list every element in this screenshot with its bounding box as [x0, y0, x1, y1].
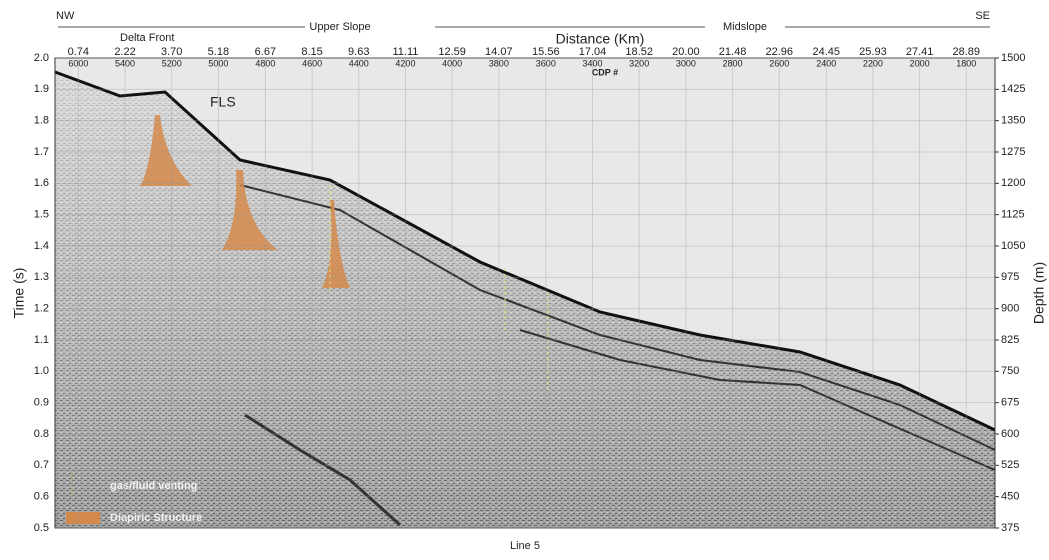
cdp-label: 3200 — [629, 58, 649, 68]
header-right: SE — [975, 10, 990, 22]
chart: NW Upper Slope Distance (Km) Midslope SE… — [0, 0, 1049, 560]
x-tick-label: 9.63 — [348, 46, 369, 58]
y2-tick-label: 1275 — [1001, 146, 1025, 158]
cdp-label: 5000 — [208, 58, 228, 68]
cdp-label: 5200 — [162, 58, 182, 68]
cdp-label: 3800 — [489, 58, 509, 68]
header-left: NW — [56, 10, 75, 22]
y-tick-label: 2.0 — [34, 52, 49, 64]
x-tick-label: 11.11 — [392, 46, 418, 58]
x-axis-title: Distance (Km) — [556, 31, 645, 47]
annotation: CDP # — [592, 67, 618, 77]
cdp-label: 3400 — [582, 58, 602, 68]
cdp-label: 6000 — [68, 58, 88, 68]
cdp-label: 4400 — [349, 58, 369, 68]
y2-tick-label: 900 — [1001, 303, 1019, 315]
y-tick-label: 1.7 — [34, 146, 49, 158]
legend-diapir — [66, 512, 100, 524]
y2-tick-label: 1125 — [1001, 209, 1025, 221]
annotation: Delta Front — [120, 32, 174, 44]
y-axis-title: Time (s) — [11, 268, 27, 319]
cdp-label: 2800 — [723, 58, 743, 68]
x-tick-label: 20.00 — [672, 46, 700, 58]
y2-axis-title: Depth (m) — [1031, 262, 1047, 324]
y-tick-label: 0.8 — [34, 428, 49, 440]
x-tick-label: 5.18 — [208, 46, 229, 58]
y-tick-label: 0.9 — [34, 397, 49, 409]
cdp-label: 2600 — [769, 58, 789, 68]
cdp-label: 5400 — [115, 58, 135, 68]
legend-label: Diapiric Structure — [110, 512, 202, 524]
x-tick-label: 24.45 — [812, 46, 840, 58]
y-tick-label: 1.5 — [34, 209, 49, 221]
cdp-label: 1800 — [956, 58, 976, 68]
x-tick-label: 25.93 — [859, 46, 887, 58]
x-tick-label: 12.59 — [438, 46, 466, 58]
y-tick-label: 1.4 — [34, 240, 49, 252]
y2-tick-label: 675 — [1001, 397, 1019, 409]
cdp-label: 4000 — [442, 58, 462, 68]
cdp-label: 4800 — [255, 58, 275, 68]
y2-tick-label: 1350 — [1001, 115, 1025, 127]
y-tick-label: 1.9 — [34, 83, 49, 95]
seismic-image — [55, 58, 995, 528]
y-tick-label: 1.8 — [34, 115, 49, 127]
header-midslope: Midslope — [723, 21, 767, 33]
y-tick-label: 1.0 — [34, 365, 49, 377]
y2-tick-label: 525 — [1001, 459, 1019, 471]
y-tick-label: 0.5 — [34, 522, 49, 534]
y2-tick-label: 1050 — [1001, 240, 1025, 252]
x-tick-label: 18.52 — [625, 46, 653, 58]
header-upper-slope: Upper Slope — [309, 21, 370, 33]
y2-tick-label: 1425 — [1001, 83, 1025, 95]
x-tick-label: 17.04 — [579, 46, 607, 58]
x-tick-label: 8.15 — [301, 46, 322, 58]
legend-label: gas/fluid venting — [110, 480, 197, 492]
y2-tick-label: 375 — [1001, 522, 1019, 534]
x-tick-label: 14.07 — [485, 46, 513, 58]
y2-tick-label: 1500 — [1001, 52, 1025, 64]
y-tick-label: 0.6 — [34, 491, 49, 503]
x-tick-label: 6.67 — [255, 46, 276, 58]
y2-tick-label: 750 — [1001, 365, 1019, 377]
y-tick-label: 1.3 — [34, 271, 49, 283]
cdp-label: 3000 — [676, 58, 696, 68]
x-tick-label: 15.56 — [532, 46, 560, 58]
y2-tick-label: 975 — [1001, 271, 1019, 283]
cdp-label: 4600 — [302, 58, 322, 68]
y2-tick-label: 1200 — [1001, 177, 1025, 189]
x-tick-label: 28.89 — [953, 46, 981, 58]
cdp-label: 2200 — [863, 58, 883, 68]
x-tick-label: 0.74 — [68, 46, 89, 58]
y-tick-label: 1.6 — [34, 177, 49, 189]
cdp-label: 3600 — [536, 58, 556, 68]
x-tick-label: 2.22 — [114, 46, 135, 58]
y-tick-label: 0.7 — [34, 459, 49, 471]
y2-tick-label: 600 — [1001, 428, 1019, 440]
x-tick-label: 27.41 — [906, 46, 934, 58]
cdp-label: 4200 — [395, 58, 415, 68]
x-tick-label: 21.48 — [719, 46, 747, 58]
caption: Line 5 — [510, 540, 540, 552]
annotation: FLS — [210, 94, 236, 110]
cdp-label: 2400 — [816, 58, 836, 68]
y2-tick-label: 450 — [1001, 491, 1019, 503]
y-tick-label: 1.1 — [34, 334, 49, 346]
x-tick-label: 22.96 — [765, 46, 793, 58]
y2-tick-label: 825 — [1001, 334, 1019, 346]
y-tick-label: 1.2 — [34, 303, 49, 315]
x-tick-label: 3.70 — [161, 46, 182, 58]
cdp-label: 2000 — [910, 58, 930, 68]
